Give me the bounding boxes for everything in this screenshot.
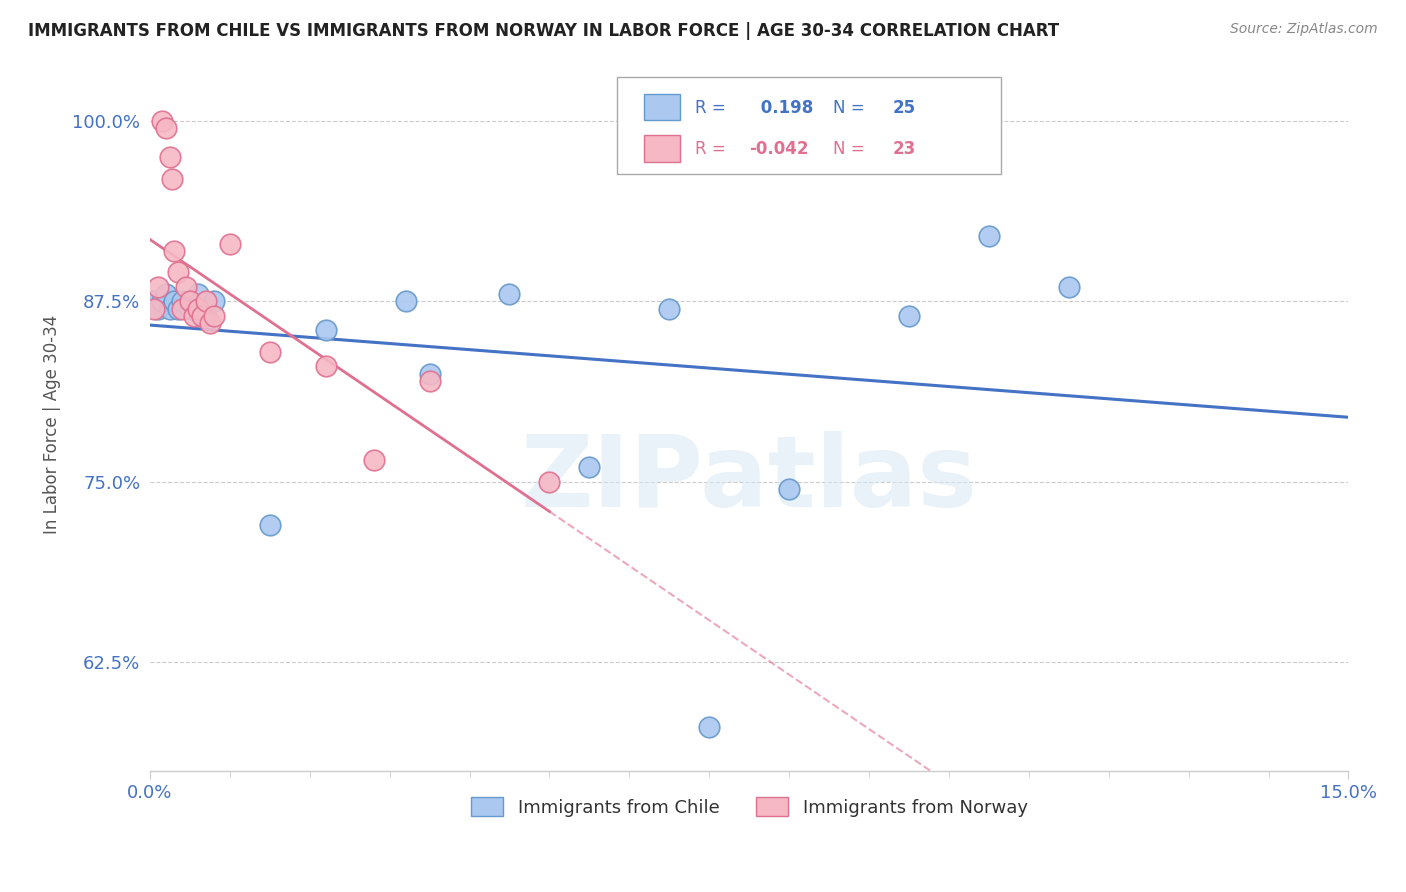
- Point: [202, 294, 225, 309]
- Text: N =: N =: [834, 140, 870, 158]
- Point: [778, 482, 800, 496]
- Point: [202, 309, 225, 323]
- Point: [198, 316, 221, 330]
- Point: [163, 294, 186, 309]
- Point: [259, 518, 281, 533]
- Point: [163, 244, 186, 258]
- Point: [159, 301, 181, 316]
- Point: [259, 344, 281, 359]
- Text: 23: 23: [893, 140, 917, 158]
- FancyBboxPatch shape: [644, 136, 679, 161]
- FancyBboxPatch shape: [644, 94, 679, 120]
- Point: [174, 280, 197, 294]
- Point: [150, 294, 173, 309]
- Text: R =: R =: [695, 140, 731, 158]
- Point: [697, 720, 720, 734]
- Point: [146, 301, 169, 316]
- Text: N =: N =: [834, 99, 870, 117]
- Text: IMMIGRANTS FROM CHILE VS IMMIGRANTS FROM NORWAY IN LABOR FORCE | AGE 30-34 CORRE: IMMIGRANTS FROM CHILE VS IMMIGRANTS FROM…: [28, 22, 1059, 40]
- Point: [179, 294, 201, 309]
- Point: [146, 280, 169, 294]
- Point: [578, 460, 600, 475]
- Point: [183, 301, 205, 316]
- Point: [498, 287, 520, 301]
- Point: [218, 236, 240, 251]
- Point: [187, 301, 209, 316]
- Point: [1057, 280, 1080, 294]
- Point: [155, 287, 177, 301]
- FancyBboxPatch shape: [617, 78, 1001, 175]
- Point: [315, 323, 337, 337]
- Point: [167, 265, 190, 279]
- Point: [179, 301, 201, 316]
- Text: 0.198: 0.198: [755, 99, 814, 117]
- Point: [898, 309, 921, 323]
- Point: [150, 113, 173, 128]
- Y-axis label: In Labor Force | Age 30-34: In Labor Force | Age 30-34: [44, 315, 60, 533]
- Text: R =: R =: [695, 99, 731, 117]
- Point: [419, 374, 441, 388]
- Point: [162, 171, 184, 186]
- Text: 25: 25: [893, 99, 917, 117]
- Point: [183, 309, 205, 323]
- Text: -0.042: -0.042: [749, 140, 808, 158]
- Point: [155, 120, 177, 135]
- Point: [363, 453, 385, 467]
- Point: [194, 309, 217, 323]
- Point: [142, 301, 165, 316]
- Legend: Immigrants from Chile, Immigrants from Norway: Immigrants from Chile, Immigrants from N…: [464, 790, 1035, 824]
- Point: [977, 229, 1000, 244]
- Point: [187, 287, 209, 301]
- Point: [159, 150, 181, 164]
- Point: [419, 367, 441, 381]
- Point: [170, 294, 193, 309]
- Text: Source: ZipAtlas.com: Source: ZipAtlas.com: [1230, 22, 1378, 37]
- Point: [170, 301, 193, 316]
- Point: [394, 294, 416, 309]
- Point: [315, 359, 337, 374]
- Point: [142, 294, 165, 309]
- Point: [194, 294, 217, 309]
- Point: [538, 475, 561, 489]
- Text: ZIPatlas: ZIPatlas: [520, 431, 977, 528]
- Point: [658, 301, 681, 316]
- Point: [167, 301, 190, 316]
- Point: [191, 309, 214, 323]
